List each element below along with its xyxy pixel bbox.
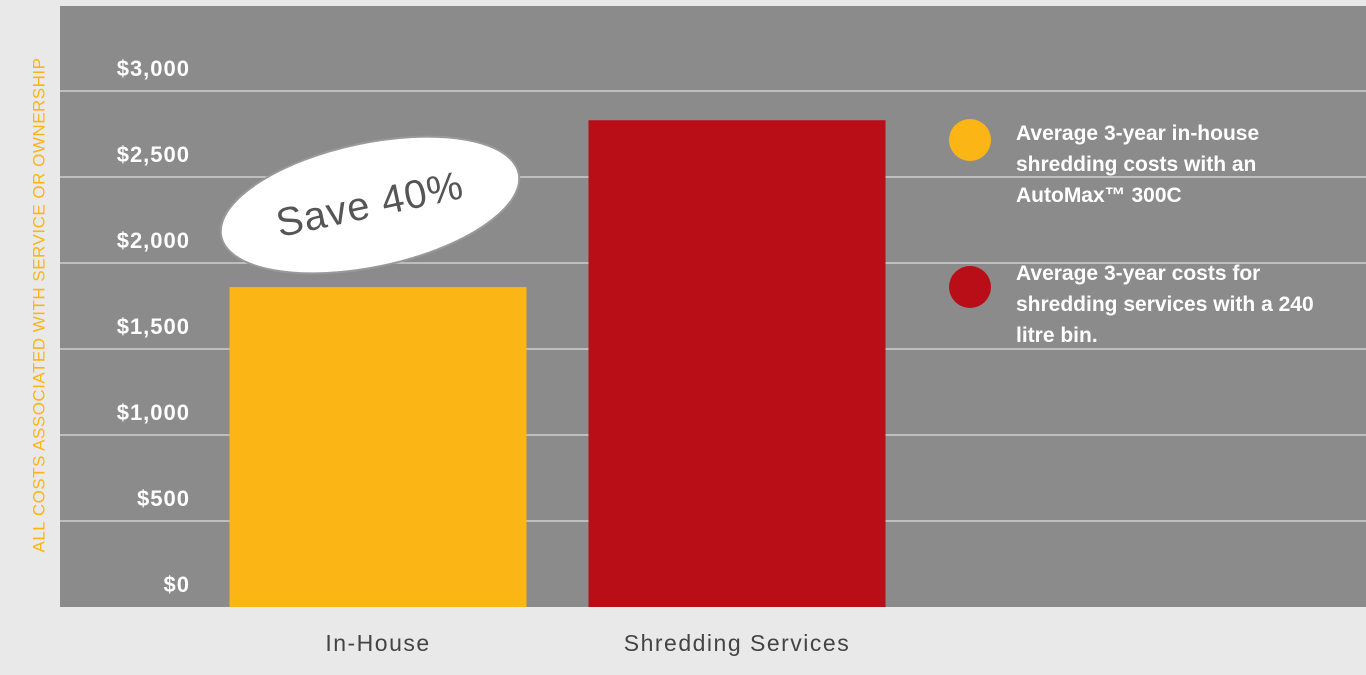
x-tick-label: Shredding Services bbox=[624, 630, 850, 656]
y-tick-label: $3,000 bbox=[117, 56, 190, 81]
bar bbox=[229, 287, 527, 607]
y-tick-label: $500 bbox=[137, 486, 190, 511]
y-axis-label: ALL COSTS ASSOCIATED WITH SERVICE OR OWN… bbox=[29, 58, 48, 553]
annotation-bubble bbox=[219, 135, 521, 275]
legend-entry: Average 3-year costs for shredding servi… bbox=[1016, 262, 1314, 347]
y-tick-label: $0 bbox=[164, 572, 190, 597]
y-tick-label: $1,500 bbox=[117, 314, 190, 339]
annotation: Save 40% bbox=[219, 135, 521, 275]
legend-swatch bbox=[949, 266, 991, 308]
bar bbox=[588, 120, 886, 608]
legend-entry: Average 3-year in-house shredding costs … bbox=[1016, 122, 1260, 207]
y-tick-label: $2,500 bbox=[117, 142, 190, 167]
y-tick-label: $1,000 bbox=[117, 400, 190, 425]
y-tick-label: $2,000 bbox=[117, 228, 190, 253]
x-tick-label: In-House bbox=[325, 630, 430, 656]
legend-swatch bbox=[949, 119, 991, 161]
